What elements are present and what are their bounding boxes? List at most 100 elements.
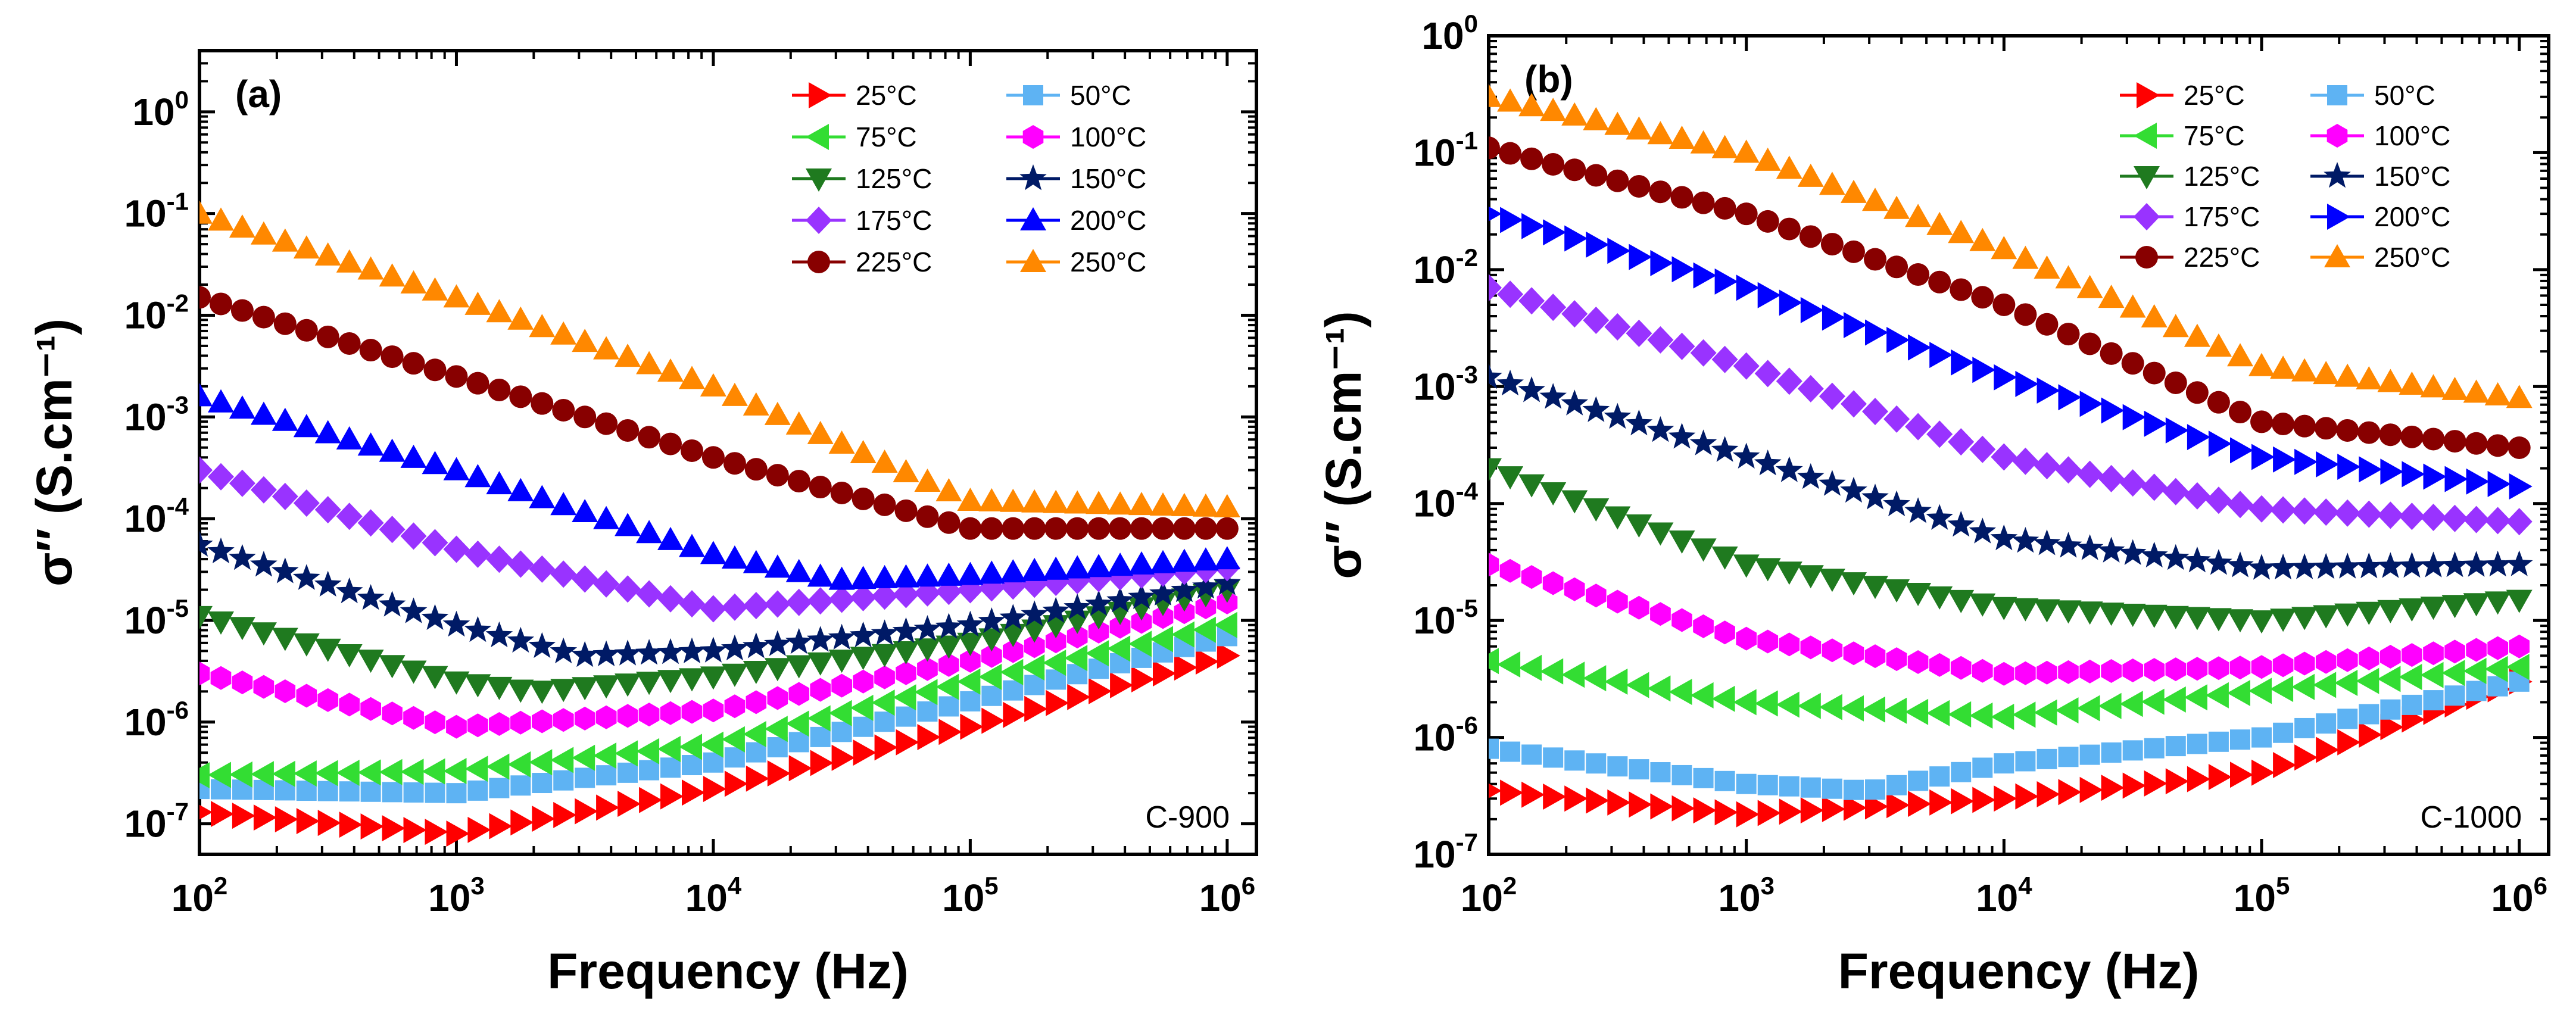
data-point xyxy=(532,709,553,734)
data-point xyxy=(1797,374,1824,402)
data-point xyxy=(1583,107,1610,130)
legend-marker xyxy=(1019,164,1047,191)
data-point xyxy=(850,566,877,589)
legend: 25°C 50°C 75°C 100°C 125°C 150°C 175°C 200°C 225… xyxy=(2120,80,2450,273)
data-point xyxy=(743,592,769,620)
data-point xyxy=(1994,753,2014,774)
data-point xyxy=(2101,659,2122,683)
data-point xyxy=(2076,601,2103,625)
data-point xyxy=(1086,640,1109,667)
data-point xyxy=(1518,474,1545,498)
data-point xyxy=(1564,785,1588,812)
data-point xyxy=(743,721,766,747)
data-point xyxy=(680,439,703,462)
data-point xyxy=(2230,762,2253,788)
data-point xyxy=(550,492,577,516)
data-point xyxy=(2187,424,2210,451)
data-point xyxy=(1714,620,1735,645)
data-point xyxy=(2380,458,2404,485)
data-point xyxy=(2012,245,2039,269)
y-tick-label: 10-2 xyxy=(1413,244,1478,291)
data-point xyxy=(831,722,852,742)
data-point xyxy=(1003,639,1024,663)
series-225°C xyxy=(199,286,1239,540)
data-point xyxy=(935,562,962,586)
legend-marker xyxy=(1022,125,1044,149)
data-point xyxy=(2162,314,2189,338)
data-point xyxy=(357,432,384,456)
data-point xyxy=(507,626,535,653)
series-25°C xyxy=(199,642,1240,847)
data-point xyxy=(1776,456,1803,482)
data-point xyxy=(1152,605,1174,629)
data-point xyxy=(657,526,684,550)
data-point xyxy=(701,446,725,469)
data-point xyxy=(507,478,534,501)
data-point xyxy=(2144,658,2165,682)
data-point xyxy=(2508,436,2531,459)
data-point xyxy=(743,550,769,573)
data-point xyxy=(2506,508,2533,536)
panel-label: (a) xyxy=(235,73,282,116)
data-point xyxy=(636,672,663,695)
series-50°C xyxy=(199,626,1237,804)
data-point xyxy=(893,684,916,711)
y-tick-label: 10-2 xyxy=(124,289,189,336)
data-point xyxy=(1799,225,1822,248)
data-point xyxy=(1908,791,1932,817)
data-point xyxy=(1950,656,1972,680)
data-point xyxy=(357,759,381,786)
data-point xyxy=(1629,759,1649,780)
data-point xyxy=(199,661,210,686)
data-point xyxy=(2270,355,2297,379)
data-point xyxy=(1043,556,1069,580)
data-point xyxy=(199,200,213,224)
data-point xyxy=(572,499,598,522)
data-point xyxy=(1128,551,1155,575)
data-point xyxy=(788,755,812,782)
data-point xyxy=(2251,759,2275,786)
data-point xyxy=(2484,656,2508,682)
data-point xyxy=(250,476,277,504)
data-point xyxy=(403,782,424,803)
data-point xyxy=(1171,588,1197,612)
data-point xyxy=(700,731,723,758)
data-point xyxy=(2356,601,2382,625)
data-point xyxy=(339,812,363,838)
data-point xyxy=(679,668,705,692)
data-point xyxy=(572,565,598,593)
data-point xyxy=(1714,799,1738,826)
data-point xyxy=(828,623,856,650)
data-point xyxy=(896,729,919,756)
data-point xyxy=(767,686,788,710)
data-point xyxy=(2014,303,2037,326)
data-point xyxy=(293,633,320,657)
data-point xyxy=(2121,352,2144,375)
data-point xyxy=(2205,549,2232,575)
data-point xyxy=(296,684,317,708)
data-point xyxy=(2015,370,2039,397)
data-point xyxy=(1991,704,2014,730)
legend-label: 50°C xyxy=(2374,80,2435,111)
data-point xyxy=(2144,770,2168,797)
data-point xyxy=(2334,553,2362,579)
data-point xyxy=(1489,458,1502,482)
data-point xyxy=(893,641,919,664)
data-point xyxy=(2122,404,2146,430)
chart-panel-2: 102 103 104 105 106 10-7 10-6 10-5 10-4 10-3 10-2 1… xyxy=(1315,10,2550,999)
data-point xyxy=(314,638,341,662)
data-point xyxy=(1994,364,2017,391)
data-point xyxy=(679,734,702,760)
data-point xyxy=(2079,776,2103,803)
data-point xyxy=(1583,665,1607,692)
data-point xyxy=(574,706,595,731)
data-point xyxy=(807,587,834,615)
x-tick-label: 106 xyxy=(1199,872,1256,919)
data-point xyxy=(1131,610,1152,634)
series-250°C xyxy=(1489,83,2533,408)
data-point xyxy=(572,329,598,352)
y-tick-label: 10-7 xyxy=(1413,828,1478,876)
data-point xyxy=(681,700,703,724)
data-point xyxy=(1822,304,1845,331)
data-point xyxy=(1086,554,1112,578)
